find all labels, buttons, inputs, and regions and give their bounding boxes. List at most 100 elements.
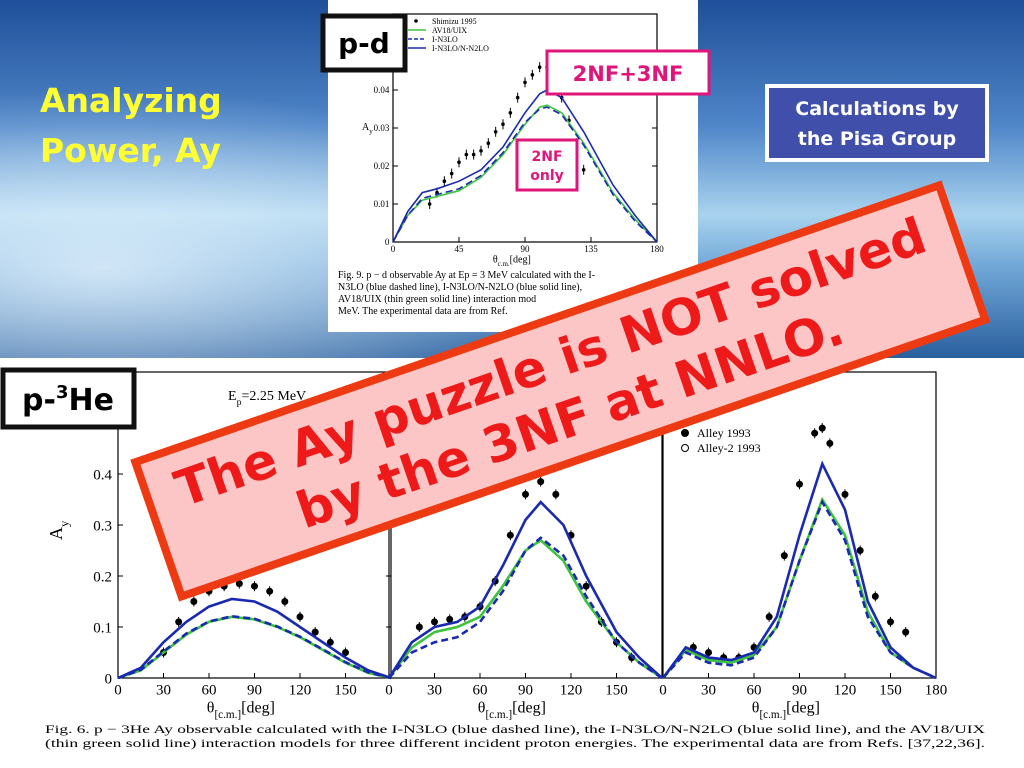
data-point: [281, 598, 289, 605]
x-axis-label: θ[c.m.][deg]: [478, 700, 546, 722]
p3he-box: [0, 367, 137, 430]
x-tick-label: 90: [247, 683, 262, 699]
data-point: [841, 490, 849, 498]
x-tick-label: 60: [747, 683, 762, 699]
data-point: [296, 613, 304, 621]
data-point: [486, 141, 491, 145]
x-tick-label: 120: [834, 683, 857, 699]
x-tick-label: 30: [427, 683, 442, 699]
y-tick-label: 0: [385, 237, 390, 247]
energy-label-part: E: [228, 389, 237, 404]
energy-label-part: p: [237, 397, 242, 408]
data-point: [493, 130, 498, 134]
legend-marker: [681, 444, 689, 452]
y-axis-label: Ay: [362, 122, 373, 136]
data-point: [537, 478, 545, 486]
x-tick-label: 60: [473, 683, 488, 699]
data-point: [427, 202, 432, 206]
x-tick-label: 135: [584, 244, 598, 254]
data-point: [780, 552, 788, 560]
x-axis-label-part: [deg]: [786, 700, 820, 717]
legend-entry: I-N3LO/N-N2LO: [432, 44, 489, 53]
x-tick-label: 150: [334, 683, 357, 699]
legend-entry: Alley 1993: [697, 426, 751, 440]
label-2nf: only: [530, 168, 564, 184]
caption-line: MeV. The experimental data are from Ref.: [338, 306, 508, 317]
y-tick-label: 0.02: [374, 161, 390, 171]
x-tick-label: 0: [114, 683, 122, 699]
pisa-text: Calculations by: [795, 98, 959, 120]
curve: [392, 89, 658, 243]
energy-label: Ep=2.25 MeV: [228, 389, 306, 408]
y-axis-label-part: A: [362, 122, 370, 133]
data-point: [506, 531, 514, 539]
caption-line: AV18/UIX (thin green solid line) interac…: [338, 294, 536, 305]
x-axis-label-part: [c.m.]: [485, 709, 512, 721]
data-point: [326, 638, 334, 646]
data-point: [251, 582, 258, 590]
pd-label: p-d: [338, 27, 390, 60]
x-tick-label: 45: [455, 244, 465, 254]
data-point: [342, 649, 349, 656]
x-axis-label-part: c.m.: [498, 260, 510, 268]
y-axis-label-part: A: [46, 527, 66, 540]
caption-line: Fig. 6. p − 3He Ay observable calculated…: [45, 722, 985, 736]
data-point: [431, 618, 438, 626]
p3he-label: p-3He: [22, 382, 114, 418]
label-2nf3nf: 2NF+3NF: [573, 62, 684, 86]
plots: 00.010.020.030.040 45 90 135 180θc.m.[deg]Ay…: [45, 13, 985, 750]
energy-label-part: =2.25 MeV: [241, 389, 306, 404]
y-tick-label: 0.03: [374, 123, 390, 133]
x-axis-label: θ[c.m.][deg]: [752, 700, 820, 722]
curve: [661, 460, 937, 680]
data-point: [442, 179, 447, 183]
caption-line: Fig. 9. p − d observable Ay at Ep = 3 Me…: [338, 270, 595, 281]
label-2nf: 2NF: [531, 149, 562, 165]
data-point: [190, 598, 198, 605]
plot: 0 30 60 90 120 150 θ[c.m.][deg]: [385, 371, 663, 722]
y-tick-label: 0.4: [93, 467, 112, 483]
x-tick-label: 60: [202, 683, 217, 699]
x-tick-label: 0: [659, 683, 667, 699]
data-point: [471, 152, 476, 157]
y-axis-label: Ay: [46, 520, 71, 540]
pd-box: [320, 13, 408, 73]
banner-box: [130, 180, 991, 602]
x-tick-label: 30: [156, 683, 171, 699]
data-point: [501, 122, 505, 126]
legend-marker: [414, 19, 418, 23]
y-tick-label: 0.3: [93, 518, 112, 534]
data-point: [818, 424, 826, 432]
x-tick-label: 150: [605, 683, 628, 699]
data-point: [175, 618, 183, 626]
curve: [388, 536, 663, 680]
x-tick-label: 0: [391, 244, 396, 254]
x-axis-label-part: [deg]: [241, 700, 275, 717]
data-point: [523, 80, 527, 85]
y-tick-label: 0.01: [374, 199, 390, 209]
data-point: [266, 587, 274, 595]
title-line: Power, Ay: [40, 131, 221, 170]
x-axis-label-part: [deg]: [512, 700, 546, 717]
x-tick-label: 90: [518, 683, 533, 699]
legend-marker: [681, 429, 689, 437]
data-point: [508, 111, 513, 115]
label-box: [515, 138, 579, 192]
legend-entry: I-N3LO: [432, 35, 458, 44]
data-point: [522, 490, 529, 498]
title-line: Analyzing: [40, 81, 222, 120]
data-point: [826, 439, 834, 447]
data-point: [856, 547, 864, 554]
data-point: [530, 73, 535, 77]
x-axis-label-part: θ: [752, 700, 760, 717]
y-tick-label: 0.04: [374, 85, 390, 95]
caption-line: N3LO (blue dashed line), I-N3LO/N-N2LO (…: [338, 282, 582, 293]
x-axis-label: θ[c.m.][deg]: [207, 700, 275, 722]
legend-entry: Shimizu 1995: [432, 17, 477, 26]
data-point: [415, 623, 423, 631]
data-point: [902, 628, 910, 636]
x-axis-label-part: θ: [207, 700, 215, 717]
data-point: [871, 592, 879, 600]
